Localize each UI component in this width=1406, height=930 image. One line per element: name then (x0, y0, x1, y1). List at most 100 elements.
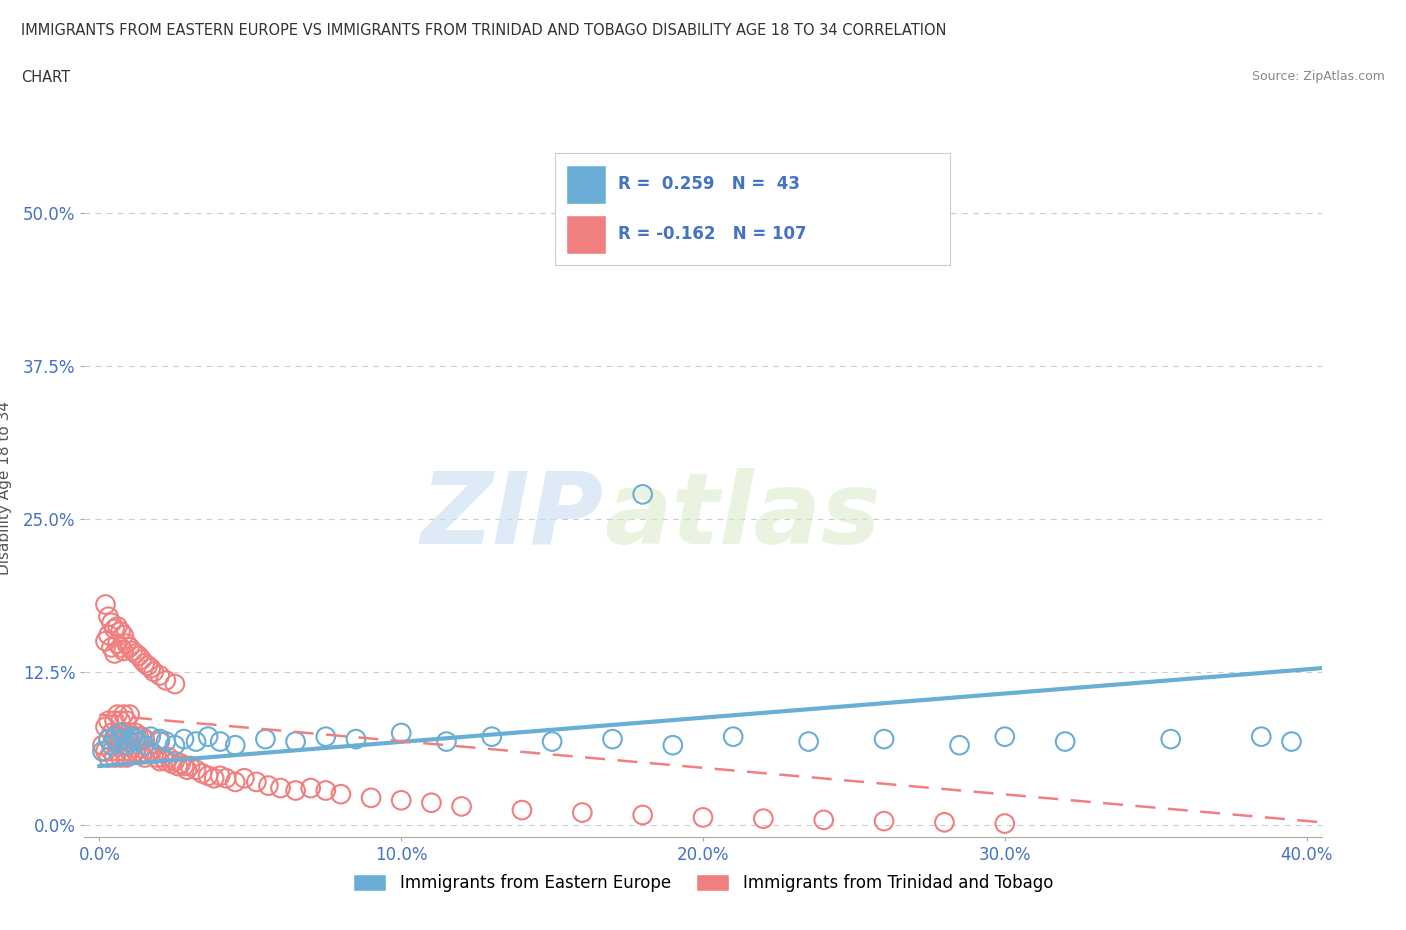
Point (134, 656, 156, 671)
Point (176, 763, 198, 777)
Point (107, 707, 129, 722)
Point (121, 747, 143, 762)
Point (245, 775, 267, 790)
Point (100, 737, 122, 752)
Point (436, 734, 458, 749)
Point (202, 771, 225, 786)
Point (97, 732, 120, 747)
Point (284, 783, 307, 798)
Point (94, 744, 117, 759)
Point (136, 658, 159, 673)
Point (752, 811, 775, 826)
Point (571, 805, 593, 820)
Point (299, 780, 322, 795)
Point (134, 737, 156, 752)
Point (389, 725, 412, 740)
Text: ZIP: ZIP (420, 468, 605, 565)
Point (131, 652, 153, 667)
Point (131, 729, 153, 744)
Point (112, 707, 135, 722)
Point (94, 597, 117, 612)
Point (121, 644, 143, 658)
Point (103, 621, 125, 636)
Point (163, 677, 186, 692)
Text: atlas: atlas (605, 468, 880, 565)
Point (215, 771, 238, 786)
Point (284, 734, 307, 749)
Point (97, 609, 120, 624)
Point (134, 732, 156, 747)
Point (107, 734, 129, 749)
Point (224, 775, 246, 790)
Point (110, 624, 132, 639)
Point (315, 729, 337, 744)
Point (97, 628, 120, 643)
Point (118, 707, 141, 722)
Point (103, 713, 125, 728)
Point (110, 640, 132, 655)
Point (107, 744, 129, 759)
Point (94, 633, 117, 648)
Point (107, 636, 129, 651)
Point (157, 750, 180, 764)
Point (602, 732, 624, 747)
Point (124, 725, 146, 740)
Point (1160, 732, 1182, 747)
Point (184, 763, 207, 777)
Point (124, 744, 146, 759)
Point (631, 807, 654, 822)
Point (167, 759, 190, 774)
Point (100, 725, 122, 740)
Point (91, 744, 114, 759)
Point (510, 803, 533, 817)
Point (146, 750, 169, 764)
Point (842, 206, 865, 220)
Point (163, 737, 186, 752)
Point (270, 780, 292, 795)
Point (692, 810, 714, 825)
Point (813, 813, 835, 828)
Text: Source: ZipAtlas.com: Source: ZipAtlas.com (1251, 70, 1385, 83)
Point (329, 787, 352, 802)
Point (797, 734, 820, 749)
Point (110, 713, 132, 728)
Point (191, 766, 214, 781)
Point (91, 737, 114, 752)
Point (134, 750, 156, 764)
Point (110, 725, 132, 740)
Point (142, 664, 165, 679)
Point (173, 732, 195, 747)
Legend: Immigrants from Eastern Europe, Immigrants from Trinidad and Tobago: Immigrants from Eastern Europe, Immigran… (346, 867, 1060, 898)
Point (389, 793, 412, 808)
Point (149, 734, 172, 749)
Point (136, 747, 159, 762)
Point (121, 729, 143, 744)
Point (97, 750, 120, 764)
Point (149, 753, 172, 768)
Y-axis label: Disability Age 18 to 34: Disability Age 18 to 34 (0, 401, 11, 576)
Point (254, 732, 277, 747)
Point (631, 487, 654, 502)
Point (179, 759, 201, 774)
Point (103, 732, 125, 747)
Point (103, 646, 125, 661)
Point (197, 729, 219, 744)
Point (110, 750, 132, 764)
Point (721, 729, 744, 744)
Point (115, 732, 138, 747)
Point (170, 756, 193, 771)
Point (163, 753, 186, 768)
Point (160, 756, 183, 771)
Point (155, 753, 177, 768)
Text: IMMIGRANTS FROM EASTERN EUROPE VS IMMIGRANTS FROM TRINIDAD AND TOBAGO DISABILITY: IMMIGRANTS FROM EASTERN EUROPE VS IMMIGR… (21, 23, 946, 38)
Point (155, 673, 177, 688)
Point (257, 778, 280, 793)
Point (233, 771, 256, 786)
Point (209, 768, 232, 783)
Point (115, 636, 138, 651)
Point (224, 737, 246, 752)
Point (209, 734, 232, 749)
Point (155, 734, 177, 749)
Point (112, 725, 135, 740)
Point (184, 734, 207, 749)
